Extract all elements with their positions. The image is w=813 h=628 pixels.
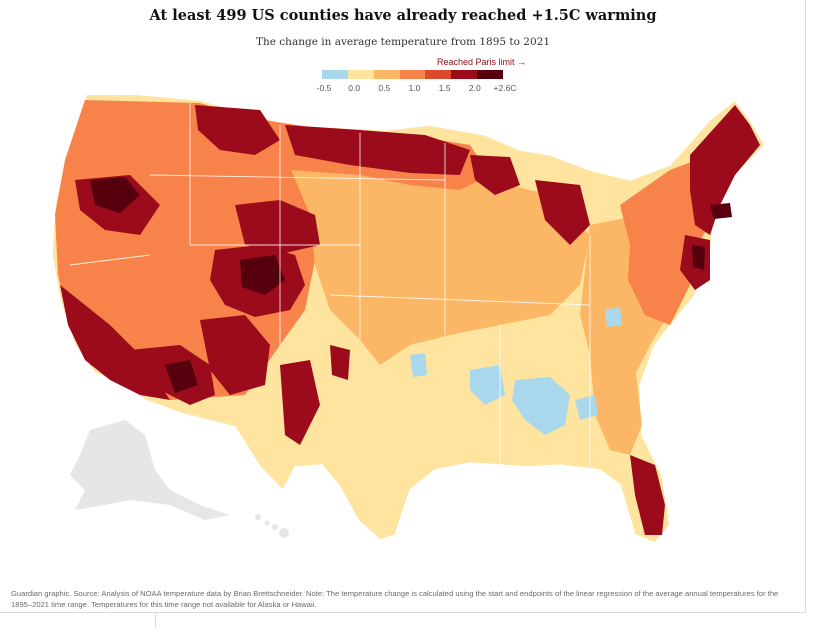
paris-limit-text: Reached Paris limit — [437, 57, 515, 67]
hotspot-darkest-idaho — [90, 177, 140, 213]
hotspot-darkest-utah-colorado — [240, 255, 285, 295]
legend-tick-label: 0.5 — [378, 83, 391, 93]
cooling-arkansas — [470, 365, 505, 405]
cooling-kentucky — [605, 307, 622, 327]
us-counties-map — [51, 95, 766, 544]
legend-tick-label: 1.5 — [438, 83, 451, 93]
hotspot-west-texas — [280, 360, 320, 445]
color-legend — [322, 70, 504, 79]
region-plains-light-orange — [285, 145, 590, 365]
paris-limit-label: Reached Paris limit → — [437, 57, 526, 67]
region-southeast-light-orange — [590, 355, 642, 455]
hotspot-wyoming — [235, 200, 320, 253]
legend-swatch — [477, 70, 504, 79]
hotspot-new-england — [690, 105, 760, 235]
footer-divider — [0, 612, 806, 613]
legend-swatch — [347, 70, 374, 79]
cooling-tennessee — [575, 395, 598, 420]
hotspot-california — [60, 285, 170, 400]
region-fills — [55, 100, 730, 455]
legend-tick-label: +2.6C — [493, 83, 517, 93]
alaska-no-data — [70, 420, 230, 520]
hotspot-darkest-arizona — [165, 360, 198, 393]
cooling-areas-blue — [410, 307, 622, 435]
hotspot-darkest-massachusetts — [710, 203, 732, 219]
legend-tick-label: 0.0 — [348, 83, 361, 93]
region-west-orange — [55, 100, 330, 400]
hawaii-no-data — [255, 514, 289, 538]
cooling-mississippi-alabama — [512, 377, 570, 435]
hotspot-wisconsin — [470, 155, 520, 195]
legend-swatch — [425, 70, 452, 79]
hotspot-northern-rockies — [195, 105, 280, 155]
legend-tick-label: -0.5 — [316, 83, 332, 93]
hotspots-darkest — [90, 177, 732, 393]
legend-tick-label: 1.0 — [408, 83, 421, 93]
cooling-oklahoma — [410, 353, 427, 377]
footer-tick — [155, 612, 156, 628]
hotspot-michigan — [535, 180, 590, 245]
hotspot-florida — [630, 455, 665, 535]
legend-tick-label: 2.0 — [468, 83, 481, 93]
hotspot-arizona — [200, 315, 270, 395]
arrow-right-icon: → — [517, 57, 527, 67]
legend-swatch — [399, 70, 426, 79]
hotspot-north-dakota — [285, 125, 470, 175]
legend-swatch — [373, 70, 400, 79]
chart-subtitle: The change in average temperature from 1… — [255, 36, 550, 48]
legend-swatch — [451, 70, 478, 79]
state-boundaries — [69, 103, 591, 467]
hotspot-new-mexico-east — [330, 345, 350, 380]
legend-ticks: -0.5 0.0 0.5 1.0 1.5 2.0 +2.6C — [312, 83, 517, 95]
chart-title: At least 499 US counties have already re… — [149, 7, 657, 24]
legend-swatch — [322, 70, 348, 79]
hotspot-darkest-new-jersey — [692, 245, 705, 270]
source-note: Guardian graphic. Source: Analysis of NO… — [11, 589, 779, 609]
region-mid-atlantic-orange — [628, 240, 690, 325]
